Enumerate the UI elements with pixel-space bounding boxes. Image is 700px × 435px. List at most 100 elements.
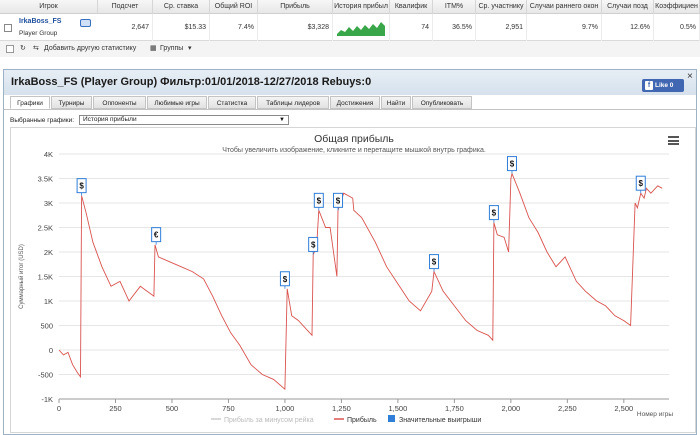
big-win-label: $ [283,275,288,284]
x-tick-label: 1,250 [332,404,351,413]
big-win-label: $ [311,240,316,249]
like-label: Like 0 [655,82,674,89]
chart-select[interactable]: История прибыли ▼ [79,115,289,125]
x-tick-label: 1,500 [388,404,407,413]
col-avg-stake[interactable]: Ср. ставка [153,0,210,14]
col-late-finish[interactable]: Случаи позд [602,0,654,14]
cell-avg-entrants: 2,951 [476,14,527,41]
player-group-icon[interactable] [80,19,91,27]
x-tick-label: 2,500 [614,404,633,413]
close-icon[interactable]: × [687,71,693,82]
x-tick-label: 0 [57,404,61,413]
big-win-label: $ [336,196,341,205]
y-tick-label: 3K [44,199,53,208]
legend-rake-label: Прибыль за минусом рейка [224,416,314,424]
stats-toolbar: ↻ ⇆ Добавить другую статистику ▦ Группы … [0,41,700,57]
col-profit[interactable]: Прибыль [258,0,333,14]
cell-count: 2,647 [98,14,153,41]
dropdown-arrow-icon: ▼ [279,117,285,123]
y-tick-label: -500 [38,371,53,380]
y-tick-label: 0 [49,346,53,355]
facebook-icon: f [645,81,653,90]
tab-tournaments[interactable]: Турниры [51,96,92,109]
x-tick-label: 250 [109,404,122,413]
legend-wins-label: Значительные выигрыши [399,417,481,424]
big-win-label: $ [639,179,644,188]
big-win-label: $ [432,258,437,267]
player-name-link[interactable]: IrkaBoss_FS [19,18,62,25]
col-early-finish[interactable]: Случаи раннего окон [527,0,602,14]
col-avg-entrants[interactable]: Ср. участнику [476,0,527,14]
big-win-flag [333,192,344,208]
big-win-label: $ [492,209,497,218]
profit-chart[interactable]: -1K -500 0 500 1K 1.5K 2K 2.5K 3K 3.5K 4K 0 250 500 75… [11,128,697,434]
tab-find[interactable]: Найти [381,96,411,109]
big-win-flag [313,192,324,208]
big-win-flag [506,156,517,172]
y-tick-label: 2.5K [38,224,53,233]
chart-select-label: Выбранные графики: [10,117,75,124]
big-win-label: $ [79,182,84,191]
tab-achievements[interactable]: Достижения [330,96,380,109]
chart-select-value: История прибыли [83,116,137,123]
col-itm[interactable]: ITM% [433,0,476,14]
legend-wins-swatch [388,415,395,422]
cell-early-finish: 9.7% [527,14,602,41]
cell-late-finish: 12.6% [602,14,654,41]
col-qualif[interactable]: Квалифик [390,0,433,14]
big-win-flag [429,254,440,270]
y-tick-label: 3.5K [38,175,53,184]
big-win-label: $ [317,196,322,205]
select-all-checkbox[interactable] [6,45,14,53]
col-roi[interactable]: Общий ROI [210,0,258,14]
big-win-flag [279,271,290,287]
groups-icon: ▦ [150,45,157,52]
col-profit-history[interactable]: История прибыл [333,0,390,14]
cell-coef: 0.5% [654,14,700,41]
y-tick-label: -1K [41,395,53,404]
y-tick-label: 4K [44,150,53,159]
y-tick-label: 2K [44,248,53,257]
series-line-profit [58,172,663,391]
chart-frame[interactable]: -1K -500 0 500 1K 1.5K 2K 2.5K 3K 3.5K 4K 0 250 500 75… [10,127,696,433]
big-win-label: $ [510,160,515,169]
profit-sparkline [337,22,385,36]
chart-menu-icon[interactable] [668,136,679,145]
col-coef[interactable]: Коэффициен [654,0,700,14]
table-row[interactable]: IrkaBoss_FS Player Group 2,647 $15.33 7.… [0,14,700,41]
groups-button[interactable]: Группы [160,45,184,52]
cell-itm: 36.5% [433,14,476,41]
tab-opponents[interactable]: Оппоненты [93,96,146,109]
col-player[interactable]: Игрок [0,0,98,14]
stats-table: Игрок Подсчет Ср. ставка Общий ROI Прибы… [0,0,700,57]
add-stats-button[interactable]: Добавить другую статистику [44,45,137,52]
big-win-flag [151,227,162,243]
player-group-label: Player Group [19,30,58,37]
big-win-flag [635,175,646,191]
cell-roi: 7.4% [210,14,258,41]
tab-statistics[interactable]: Статистка [208,96,256,109]
y-tick-label: 500 [40,322,53,331]
row-checkbox[interactable] [4,24,12,32]
tab-divider [4,109,696,110]
y-tick-label: 1.5K [38,273,53,282]
x-tick-label: 2,250 [558,404,577,413]
cell-qualif: 74 [390,14,433,41]
big-win-flag [488,205,499,221]
tab-leaderboards[interactable]: Таблицы лидеров [257,96,329,109]
chart-subtitle: Чтобы увеличить изображение, кликните и … [222,146,486,154]
y-axis-label: Суммарный итог (USD) [18,244,25,309]
facebook-like-button[interactable]: f Like 0 [642,79,684,92]
cell-avg-stake: $15.33 [153,14,210,41]
big-win-label: € [154,231,159,240]
col-count[interactable]: Подсчет [98,0,153,14]
graph-panel: IrkaBoss_FS (Player Group) Фильтр:01/01/… [3,69,697,435]
chevron-down-icon: ▾ [188,45,192,52]
x-axis-label: Номер игры [637,411,673,418]
tab-favorite-games[interactable]: Любимые игры [147,96,207,109]
tab-charts[interactable]: Графики [10,96,50,109]
x-tick-label: 1,750 [445,404,464,413]
tab-publish[interactable]: Опубликовать [412,96,472,109]
tab-bar: Графики Турниры Оппоненты Любимые игры С… [10,96,696,109]
refresh-icon[interactable]: ↻ [20,45,26,52]
